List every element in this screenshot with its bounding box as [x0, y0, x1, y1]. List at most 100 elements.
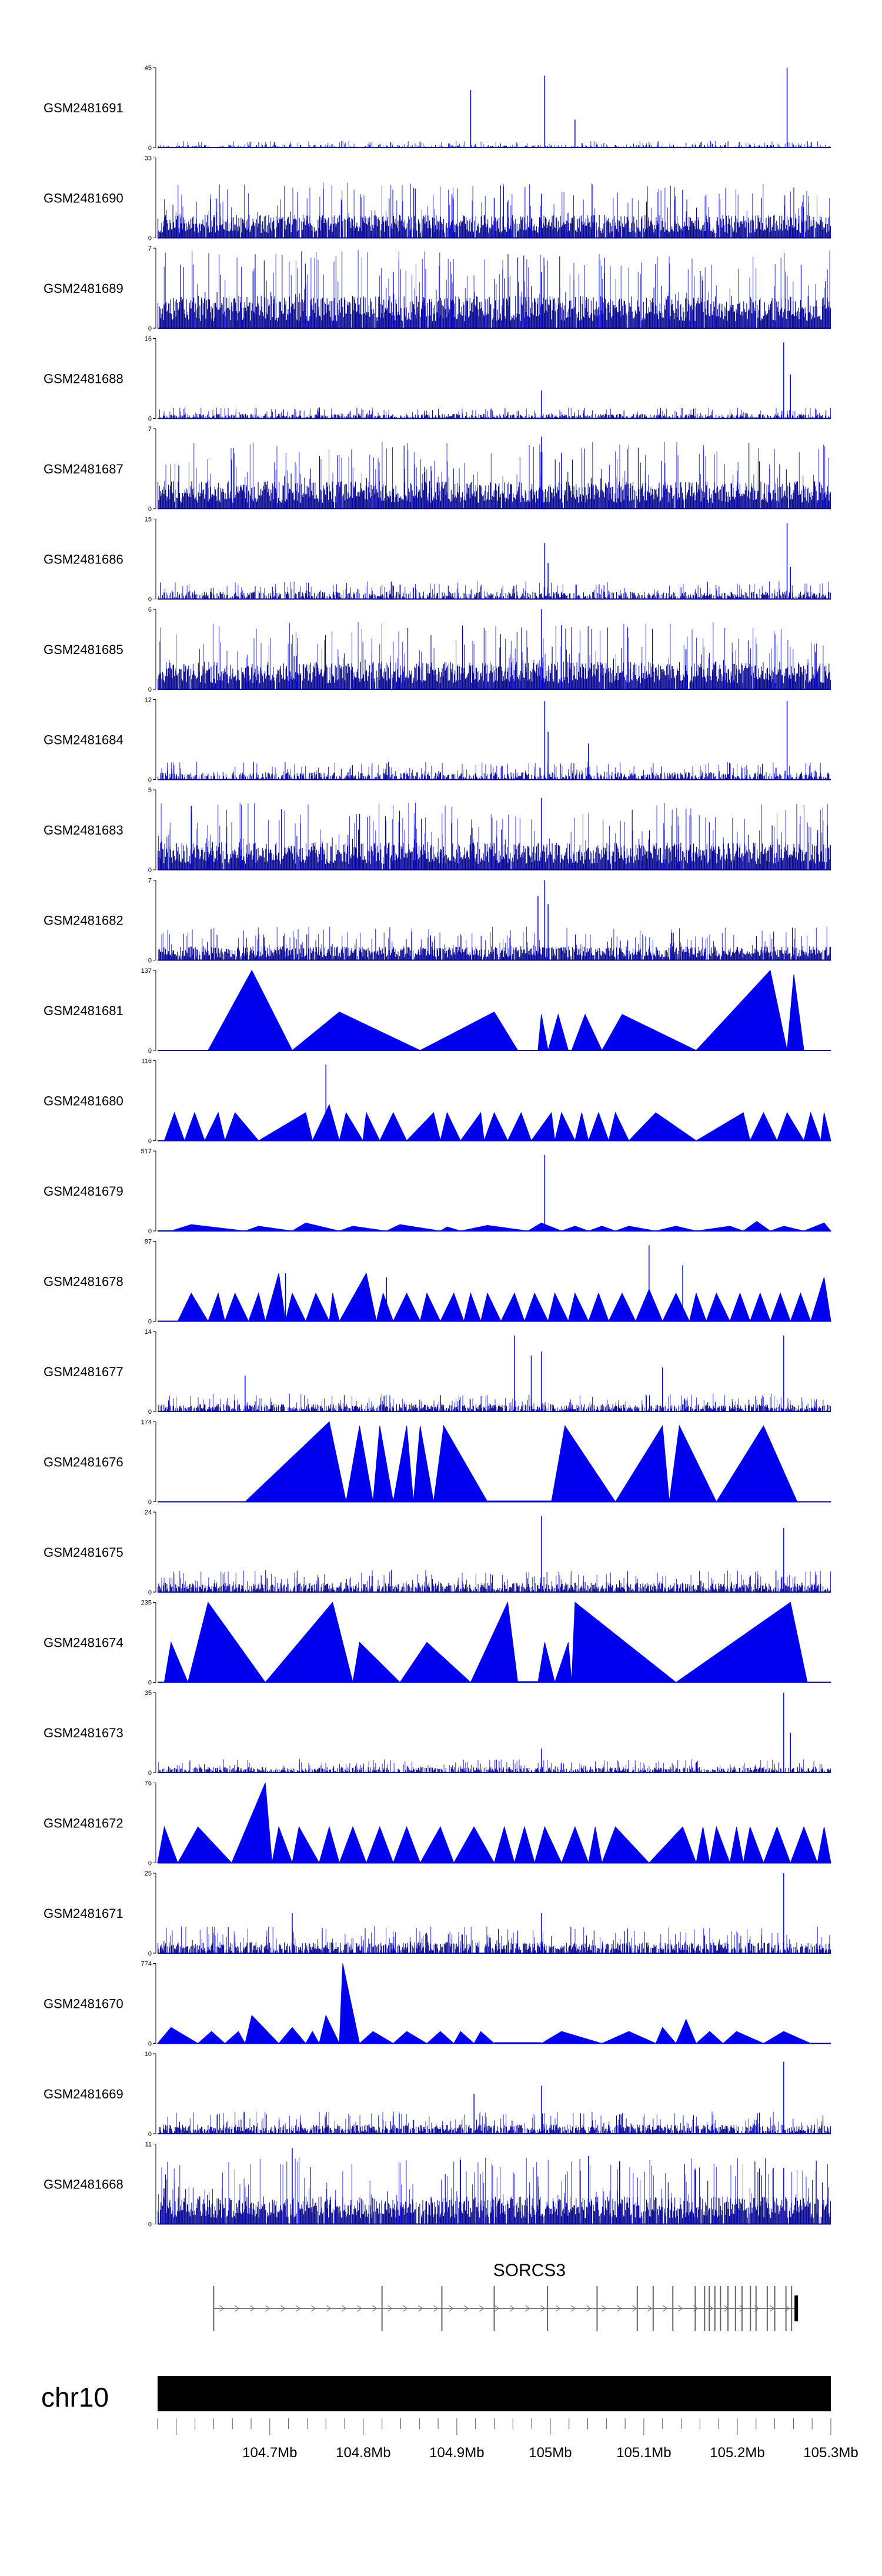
signal	[158, 1693, 831, 1773]
signal	[158, 68, 830, 148]
y-zero-label: 0	[148, 1319, 152, 1326]
y-max-label: 7	[148, 426, 152, 433]
coverage-bars	[158, 251, 831, 328]
signal-segment	[648, 1826, 697, 1863]
strand-chevron	[602, 2305, 607, 2312]
coverage-spikes	[161, 1570, 831, 1592]
signal-segment	[537, 1642, 556, 1683]
y-zero-label: 0	[148, 2221, 152, 2228]
coverage-bars	[158, 1927, 831, 1953]
signal-segment	[245, 2014, 280, 2044]
signal-segment	[514, 1826, 535, 1863]
signal-segment	[291, 1222, 340, 1232]
y-max-label: 35	[145, 1690, 152, 1697]
gene-exon	[755, 2286, 757, 2331]
track-label: GSM2481688	[44, 372, 123, 386]
coverage-bars	[158, 141, 830, 148]
y-zero-label: 0	[148, 867, 152, 874]
y-max-label: 517	[141, 1148, 152, 1155]
y-zero-label: 0	[148, 686, 152, 693]
signal-segment	[372, 1426, 394, 1502]
signal-segment	[272, 1826, 293, 1863]
track-GSM2481681: GSM2481681 137 0	[44, 967, 831, 1055]
signal-segment	[770, 1292, 791, 1322]
y-max-label: 6	[148, 606, 152, 613]
signal-segment	[749, 1292, 771, 1322]
strand-chevron	[296, 2305, 301, 2312]
signal-segment	[729, 1827, 744, 1863]
signal-segment	[319, 1826, 340, 1863]
signal	[158, 523, 831, 599]
gene-exon	[791, 2286, 793, 2331]
signal-segment	[534, 1826, 562, 1863]
strand-chevron	[235, 2305, 240, 2312]
signal	[244, 1421, 798, 1502]
signal-segment	[386, 1224, 440, 1232]
signal	[158, 2148, 831, 2224]
signal-segment	[493, 1826, 515, 1863]
gene-exon	[720, 2286, 721, 2331]
gene-exon	[672, 2286, 674, 2331]
y-zero-label: 0	[148, 596, 152, 603]
y-zero-label: 0	[148, 1770, 152, 1777]
y-zero-label: 0	[148, 777, 152, 784]
signal-segment	[339, 1963, 360, 2044]
strand-chevron	[280, 2305, 286, 2312]
signal-segment	[460, 1224, 528, 1232]
gene-exon	[774, 2286, 776, 2331]
signal-segment	[224, 2031, 246, 2044]
signal-segment	[540, 2031, 602, 2044]
signal-segment	[419, 1292, 441, 1322]
signal-segment	[156, 2027, 199, 2044]
signal-segment	[742, 1221, 771, 1232]
coverage-bars	[159, 407, 830, 419]
gene-exon	[766, 2286, 768, 2331]
signal-segment	[440, 1292, 465, 1322]
signal-segment	[608, 1292, 636, 1322]
coverage-bars	[158, 762, 830, 780]
track-GSM2481685: GSM2481685 6 0	[44, 606, 831, 693]
signal-segment	[547, 1292, 569, 1322]
coverage-bars	[158, 804, 831, 870]
strand-chevron	[586, 2305, 592, 2312]
signal-segment	[696, 1226, 744, 1232]
signal-segment	[588, 1827, 603, 1863]
signal-segment	[749, 1112, 778, 1141]
strand-chevron	[418, 2305, 423, 2312]
signal-segment	[787, 974, 804, 1051]
y-zero-label: 0	[148, 2041, 152, 2048]
signal-segment	[695, 2031, 724, 2044]
strand-chevron	[449, 2305, 454, 2312]
y-max-label: 33	[145, 155, 152, 162]
strand-chevron	[525, 2305, 530, 2312]
signal	[163, 1601, 808, 1683]
coverage-bars	[158, 625, 831, 689]
gene-exon	[704, 2286, 706, 2331]
signal-segment	[224, 1112, 259, 1141]
y-max-label: 5	[148, 787, 152, 794]
signal-segment	[319, 2014, 340, 2044]
signal-segment	[163, 1112, 185, 1141]
track-GSM2481689: GSM2481689 7 0	[44, 245, 831, 332]
signal-segment	[614, 1424, 670, 1502]
signal-segment	[305, 2031, 320, 2044]
signal-segment	[547, 1013, 569, 1051]
track-GSM2481672: GSM2481672 76 0	[44, 1780, 831, 1867]
strand-chevron	[219, 2305, 225, 2312]
track-label: GSM2481676	[44, 1455, 123, 1470]
coverage-spikes	[164, 182, 830, 238]
y-max-label: 87	[145, 1239, 152, 1246]
y-max-label: 11	[145, 2141, 152, 2148]
signal-segment	[574, 1112, 589, 1141]
signal-segment	[406, 1112, 441, 1141]
signal	[157, 1783, 831, 1863]
track-label: GSM2481690	[44, 191, 123, 206]
track-label: GSM2481682	[44, 913, 123, 928]
strand-chevron	[709, 2305, 714, 2312]
gene-exon	[636, 2286, 638, 2331]
signal-segment	[588, 1226, 616, 1232]
y-max-label: 137	[141, 967, 152, 975]
ideogram-tick-label: 105.3Mb	[803, 2445, 858, 2461]
signal-segment	[187, 1601, 266, 1683]
signal-segment	[248, 1292, 266, 1322]
